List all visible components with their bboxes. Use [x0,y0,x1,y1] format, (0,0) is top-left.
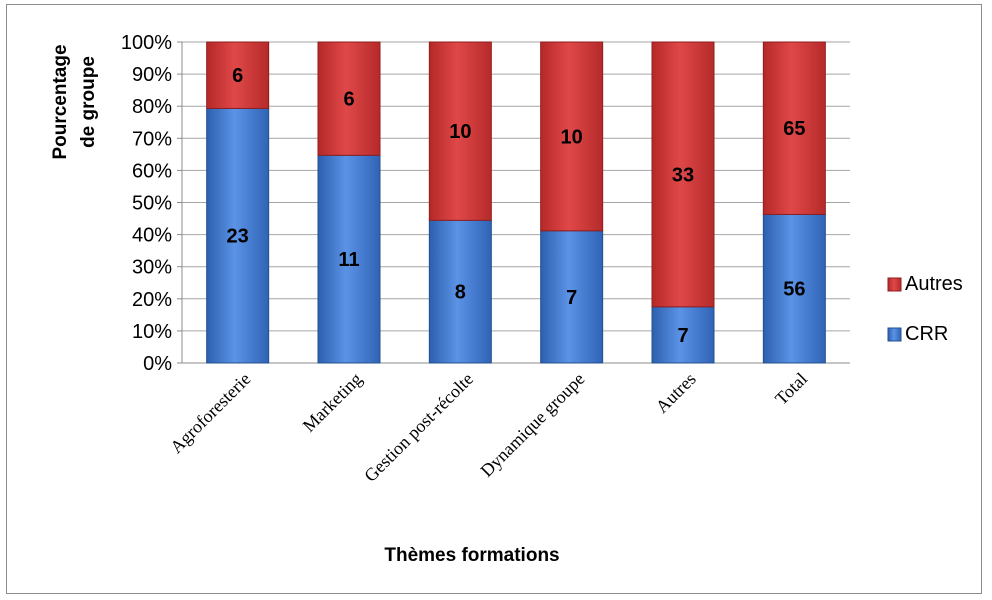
legend-label-crr: CRR [905,323,948,345]
bar-autres-0 [206,41,270,109]
bar-crr-5 [762,213,826,364]
y-tick-label: 40% [132,225,172,247]
y-axis-title: Pourcentage de groupe [50,44,99,159]
y-axis-ticks: 0% 10% 20% 30% 40% 50% 60% 70% 80% 90% 100% [121,32,182,375]
data-label: 6 [343,89,354,111]
y-tick-label: 10% [132,321,172,343]
y-axis-title-line: Pourcentage [50,44,71,159]
bar-autres-2 [428,41,492,221]
data-label: 8 [455,282,466,304]
legend-label-autres: Autres [905,273,963,295]
y-tick-label: 60% [132,160,172,182]
y-tick-label: 20% [132,289,172,311]
y-tick-label: 100% [121,32,172,54]
bar-autres-4 [651,41,715,308]
bar-autres-5 [762,41,826,215]
data-label: 6 [232,65,243,87]
bar-crr-1 [317,154,381,364]
data-label: 23 [227,226,249,248]
data-label: 33 [672,164,694,186]
data-label: 65 [783,118,805,140]
legend-swatch-crr [887,327,902,342]
x-tick-label: Marketing [299,369,366,436]
y-tick-label: 70% [132,128,172,150]
bar-crr-0 [206,107,270,364]
data-label: 10 [561,126,583,148]
legend: Autres CRR [887,273,963,345]
y-axis-title-line: de groupe [78,56,99,148]
y-tick-label: 0% [143,353,172,375]
bar-autres-1 [317,41,381,156]
bar-autres-3 [540,41,604,232]
data-label: 56 [783,279,805,301]
x-axis-title: Thèmes formations [384,545,559,566]
bars: 23 6 11 6 8 10 7 10 7 33 56 65 [206,41,826,364]
gridlines [181,41,850,364]
data-label: 11 [338,249,359,271]
y-tick-label: 30% [132,257,172,279]
data-label: 7 [566,287,577,309]
bar-crr-3 [540,230,604,364]
x-tick-label: Agroforesterie [166,369,254,457]
x-tick-label: Gestion post-récolte [360,369,477,486]
y-tick-label: 50% [132,193,172,215]
x-tick-label: Autres [652,369,700,417]
legend-swatch-autres [887,277,902,292]
x-tick-label: Total [771,369,811,409]
y-tick-label: 90% [132,64,172,86]
data-label: 10 [449,121,471,143]
x-tick-label: Dynamique groupe [476,369,588,481]
bar-crr-4 [651,306,715,364]
bar-crr-2 [428,219,492,364]
y-tick-label: 80% [132,96,172,118]
data-label: 7 [677,325,688,347]
